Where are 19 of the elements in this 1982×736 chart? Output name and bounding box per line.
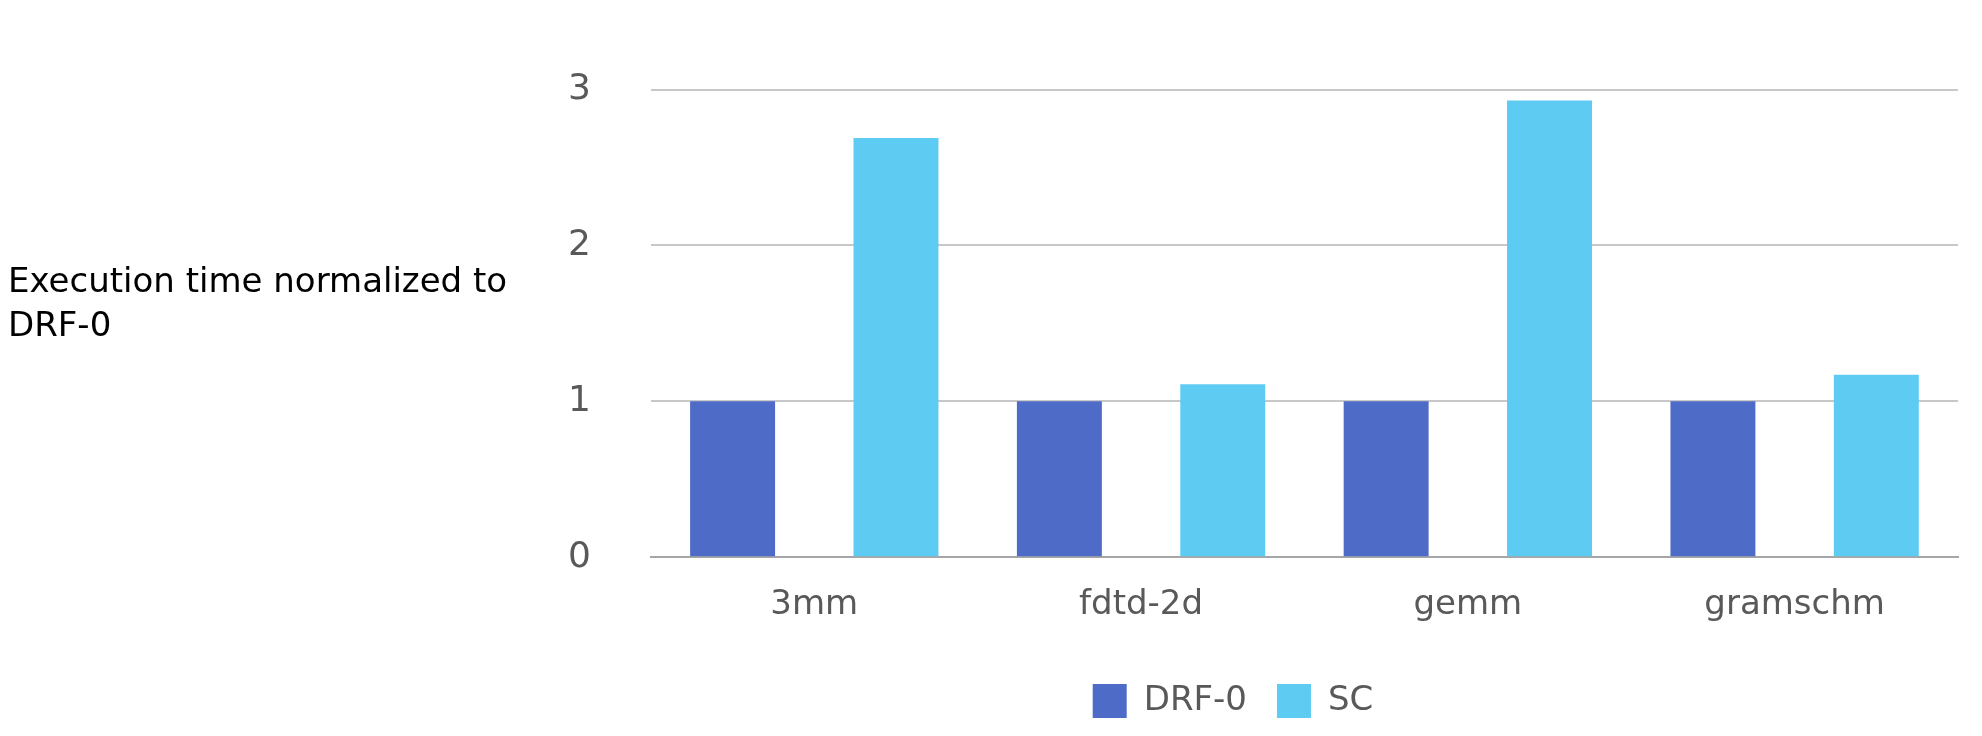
- y-tick-label: 0: [568, 533, 591, 575]
- x-tick-label: gemm: [1413, 582, 1523, 623]
- x-tick-label: fdtd-2d: [1079, 582, 1204, 623]
- y-tick-label: 1: [568, 377, 591, 419]
- y-axis-title: Execution time normalized to DRF-0: [8, 259, 508, 347]
- bar: [690, 401, 776, 557]
- y-tick-label: 2: [568, 221, 591, 263]
- y-tick-label: 3: [568, 65, 591, 107]
- bar: [1343, 401, 1429, 557]
- bar: [1507, 100, 1593, 557]
- x-tick-label: gramschm: [1704, 582, 1885, 623]
- bar: [1180, 384, 1266, 557]
- bar: [853, 137, 939, 557]
- bar: [1016, 401, 1102, 557]
- x-tick-label: 3mm: [770, 582, 859, 623]
- bar: [1670, 401, 1756, 557]
- legend-label: DRF-0: [1143, 677, 1247, 718]
- legend-label: SC: [1327, 677, 1374, 718]
- bar: [1833, 374, 1919, 557]
